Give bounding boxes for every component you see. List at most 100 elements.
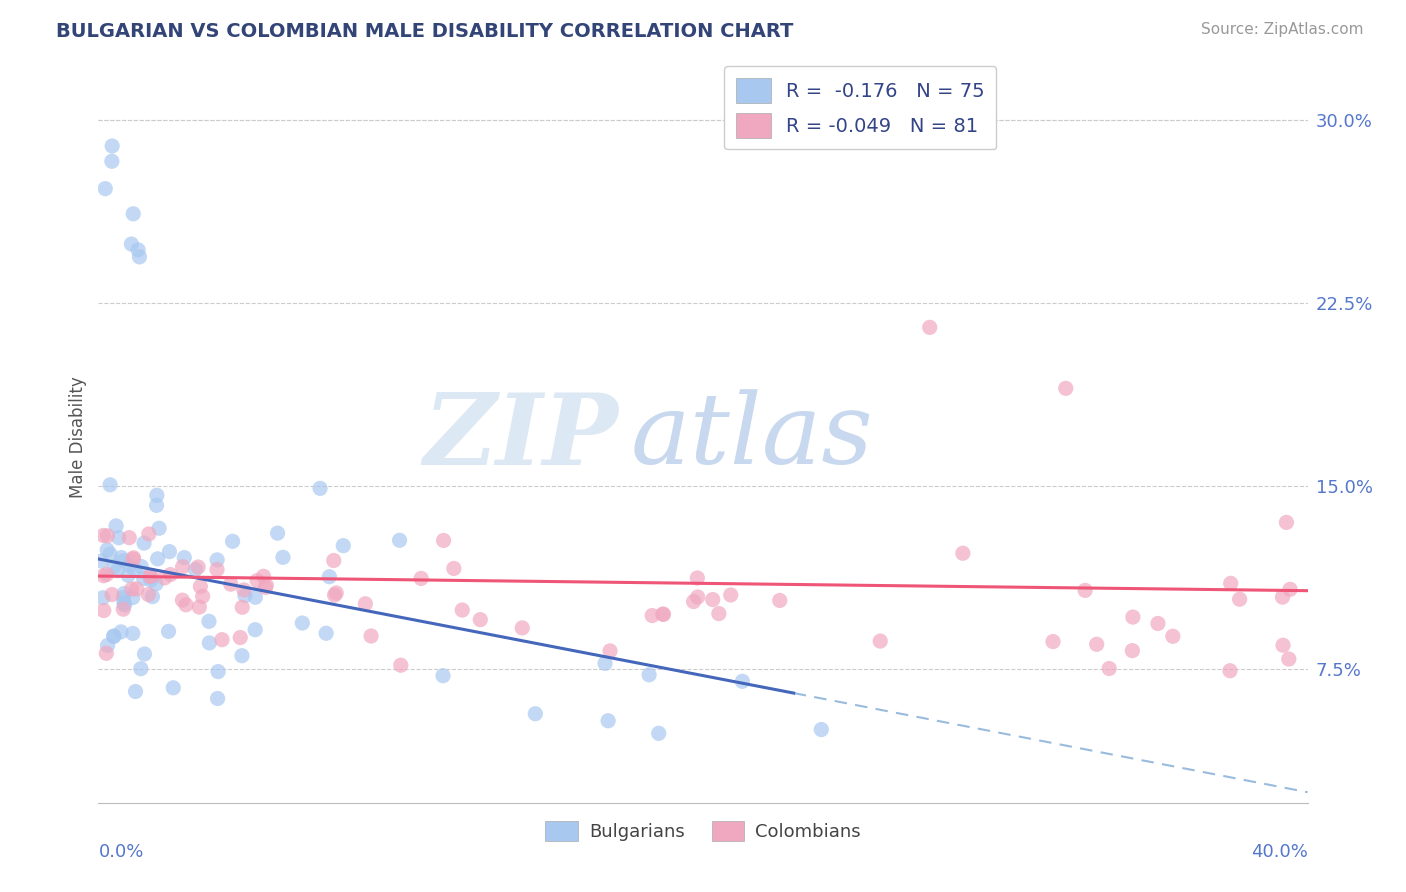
Point [252, 569, 274, 583]
Point [451, 603, 474, 617]
Point [1121, 643, 1143, 657]
Point [122, 207, 145, 221]
Point [432, 669, 454, 683]
Point [125, 582, 148, 596]
Point [112, 554, 135, 568]
Point [191, 590, 214, 604]
Point [138, 527, 160, 541]
Point [132, 536, 155, 550]
Point [682, 594, 704, 608]
Point [93, 603, 115, 617]
Point [101, 139, 124, 153]
Point [129, 662, 152, 676]
Point [1219, 576, 1241, 591]
Point [198, 615, 221, 629]
Point [98, 547, 121, 561]
Point [145, 576, 167, 591]
Point [187, 560, 209, 574]
Point [332, 539, 354, 553]
Point [121, 626, 143, 640]
Point [157, 624, 180, 639]
Point [648, 726, 671, 740]
Point [322, 553, 344, 567]
Y-axis label: Male Disability: Male Disability [69, 376, 87, 498]
Point [112, 596, 135, 610]
Point [190, 580, 212, 594]
Point [315, 626, 337, 640]
Point [470, 613, 492, 627]
Point [524, 706, 547, 721]
Point [139, 569, 162, 583]
Point [231, 648, 253, 663]
Point [96, 529, 118, 543]
Point [1147, 616, 1170, 631]
Point [1042, 634, 1064, 648]
Point [254, 581, 277, 595]
Point [354, 597, 377, 611]
Point [599, 644, 621, 658]
Text: 40.0%: 40.0% [1251, 843, 1308, 861]
Point [188, 600, 211, 615]
Point [118, 531, 141, 545]
Text: 0.0%: 0.0% [98, 843, 143, 861]
Point [388, 533, 411, 548]
Point [118, 558, 141, 573]
Point [318, 570, 340, 584]
Point [325, 586, 347, 600]
Point [211, 632, 233, 647]
Point [641, 608, 664, 623]
Point [598, 714, 620, 728]
Point [145, 499, 167, 513]
Point [221, 534, 243, 549]
Point [146, 552, 169, 566]
Point [146, 488, 169, 502]
Point [323, 588, 346, 602]
Point [120, 237, 142, 252]
Point [651, 607, 673, 621]
Point [110, 624, 132, 639]
Point [432, 533, 454, 548]
Point [769, 593, 792, 607]
Point [148, 521, 170, 535]
Point [112, 586, 135, 600]
Point [254, 578, 277, 592]
Point [103, 629, 125, 643]
Point [94, 181, 117, 195]
Point [720, 588, 742, 602]
Text: BULGARIAN VS COLOMBIAN MALE DISABILITY CORRELATION CHART: BULGARIAN VS COLOMBIAN MALE DISABILITY C… [56, 22, 793, 41]
Point [229, 631, 252, 645]
Point [138, 588, 160, 602]
Point [266, 526, 288, 541]
Point [103, 629, 125, 643]
Point [139, 573, 162, 587]
Point [122, 552, 145, 566]
Point [686, 571, 709, 585]
Point [702, 592, 724, 607]
Point [157, 544, 180, 558]
Point [952, 546, 974, 560]
Point [389, 658, 412, 673]
Point [105, 519, 128, 533]
Point [107, 564, 129, 578]
Point [132, 571, 155, 585]
Point [291, 615, 314, 630]
Point [360, 629, 382, 643]
Point [1219, 664, 1241, 678]
Point [121, 582, 143, 596]
Point [443, 561, 465, 575]
Point [707, 607, 730, 621]
Point [207, 691, 229, 706]
Point [1122, 610, 1144, 624]
Point [686, 590, 709, 604]
Point [96, 567, 118, 582]
Text: ZIP: ZIP [423, 389, 619, 485]
Point [141, 569, 163, 583]
Text: Source: ZipAtlas.com: Source: ZipAtlas.com [1201, 22, 1364, 37]
Point [1161, 629, 1184, 643]
Point [101, 588, 124, 602]
Point [1279, 582, 1302, 597]
Point [141, 590, 163, 604]
Legend: Bulgarians, Colombians: Bulgarians, Colombians [538, 814, 868, 848]
Point [184, 562, 207, 576]
Point [128, 250, 150, 264]
